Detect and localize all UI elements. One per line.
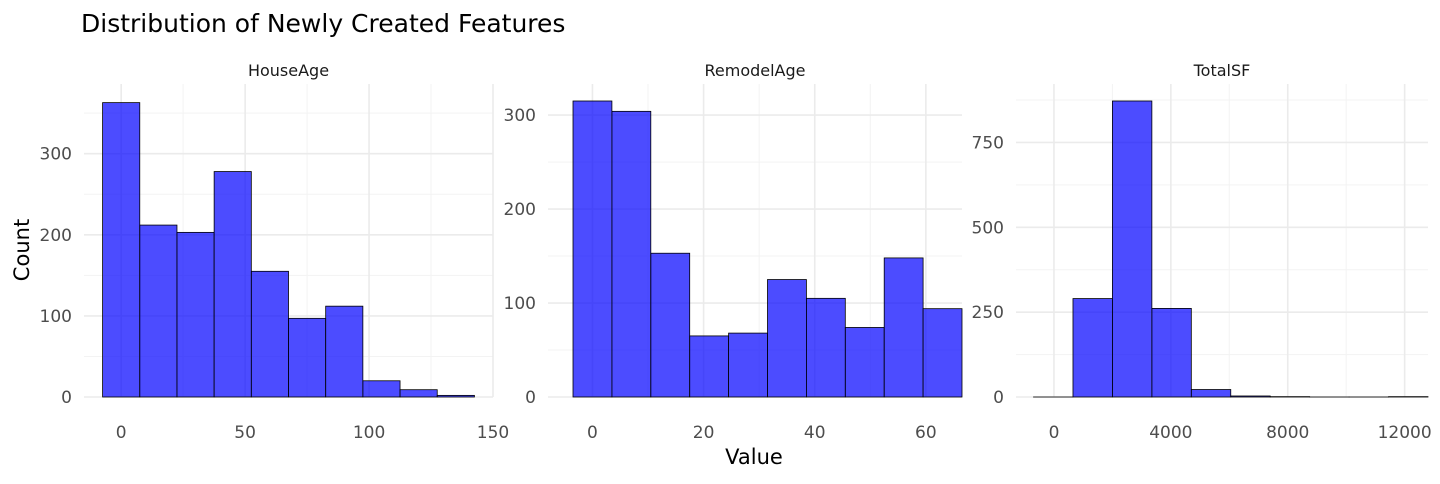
histogram-bar: [363, 381, 400, 397]
x-tick-label: 0: [116, 423, 127, 443]
histogram-bar: [573, 101, 612, 397]
y-tick-label: 0: [61, 388, 72, 408]
y-tick-label: 100: [40, 307, 72, 327]
histogram-bar: [214, 172, 251, 397]
y-tick-label: 100: [504, 294, 536, 314]
x-tick-label: 40: [804, 423, 826, 443]
y-tick-label: 300: [504, 106, 536, 126]
histogram-bar: [845, 327, 884, 397]
x-tick-label: 100: [353, 423, 385, 443]
x-tick-label: 8000: [1266, 423, 1309, 443]
x-axis-title: Value: [725, 445, 783, 469]
histogram-bar: [651, 253, 690, 397]
y-tick-label: 200: [40, 226, 72, 246]
histogram-bar: [1191, 390, 1230, 397]
histogram-bar: [103, 103, 140, 397]
histogram-bar: [251, 271, 288, 397]
facet-title-totalsf: TotalSF: [1193, 61, 1251, 80]
y-tick-label: 750: [972, 133, 1004, 153]
histogram-bar: [923, 309, 962, 397]
y-tick-label: 200: [504, 200, 536, 220]
y-tick-label: 300: [40, 145, 72, 165]
histogram-bar: [690, 336, 729, 397]
histogram-bar: [1231, 396, 1270, 397]
histogram-bar: [884, 258, 923, 397]
histogram-bar: [1112, 101, 1151, 397]
histogram-bar: [1152, 308, 1191, 397]
y-tick-label: 250: [972, 303, 1004, 323]
facet-panel-houseage: HouseAge 0 50 100 150 0 100 200 300: [40, 61, 510, 443]
facet-panel-remodelage: RemodelAge 0 20 40 60 0 100 200 300: [504, 61, 962, 443]
facet-panel-totalsf: TotalSF 0 4000 8000 12000 0 250 500 750: [972, 61, 1432, 443]
histogram-bar: [1073, 299, 1112, 397]
histogram-bar: [177, 232, 214, 397]
x-tick-label: 50: [234, 423, 256, 443]
histogram-bar: [612, 111, 651, 397]
y-axis-title: Count: [10, 219, 34, 281]
histogram-bar: [768, 280, 807, 397]
histogram-bar: [326, 306, 363, 397]
histogram-bar: [729, 333, 768, 397]
x-tick-label: 4000: [1149, 423, 1192, 443]
facet-title-houseage: HouseAge: [248, 61, 329, 80]
x-tick-label: 20: [693, 423, 715, 443]
x-tick-label: 0: [1049, 423, 1060, 443]
histogram-bar: [400, 390, 437, 397]
y-tick-label: 0: [525, 388, 536, 408]
x-tick-label: 12000: [1378, 423, 1432, 443]
histogram-bar: [437, 395, 474, 397]
chart-title: Distribution of Newly Created Features: [81, 9, 565, 38]
x-tick-label: 0: [587, 423, 598, 443]
x-tick-label: 150: [477, 423, 509, 443]
histogram-bar: [289, 318, 326, 397]
y-tick-label: 500: [972, 218, 1004, 238]
histogram-bar: [806, 298, 845, 397]
histogram-bar: [140, 225, 177, 397]
x-tick-label: 60: [915, 423, 937, 443]
facet-title-remodelage: RemodelAge: [704, 61, 805, 80]
y-tick-label: 0: [993, 388, 1004, 408]
